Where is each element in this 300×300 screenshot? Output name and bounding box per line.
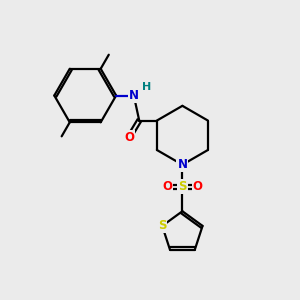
- Text: N: N: [177, 158, 188, 171]
- Text: S: S: [158, 219, 166, 232]
- Text: S: S: [178, 180, 187, 193]
- Text: H: H: [142, 82, 152, 92]
- Text: N: N: [129, 89, 139, 102]
- Text: O: O: [193, 180, 203, 193]
- Text: O: O: [162, 180, 172, 193]
- Text: O: O: [124, 131, 134, 144]
